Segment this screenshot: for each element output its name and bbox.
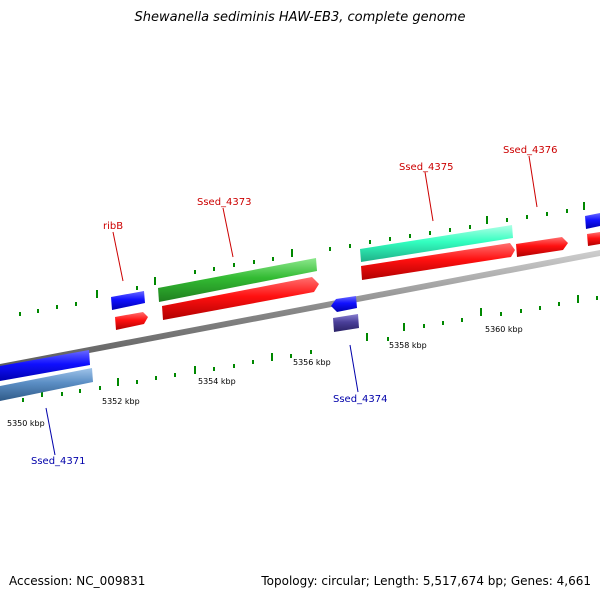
gene-ribB-cds[interactable] — [115, 312, 148, 330]
gene-ssed4373[interactable] — [158, 258, 317, 302]
gene-label-ribB: ribB — [103, 221, 123, 232]
genome-backbone — [0, 250, 600, 370]
scale-label: 5354 kbp — [198, 377, 236, 386]
gene-ssed4374[interactable] — [331, 296, 357, 312]
gene-edge-forward-cds[interactable] — [587, 232, 600, 246]
leader-ssed4376 — [528, 155, 538, 208]
gene-ssed4375-cds[interactable] — [361, 243, 515, 280]
leader-ssed4371 — [45, 407, 56, 456]
gene-edge-forward[interactable] — [585, 213, 600, 229]
leader-ssed4375 — [424, 171, 434, 222]
accession-text: Accession: NC_009831 — [9, 574, 146, 588]
page-title: Shewanella sediminis HAW-EB3, complete g… — [134, 10, 466, 25]
scale-label: 5352 kbp — [102, 397, 140, 406]
gene-label-ssed4373: Ssed_4373 — [197, 197, 252, 208]
upper-tick-track — [19, 202, 585, 316]
gene-ssed4375[interactable] — [360, 225, 513, 262]
scale-label: 5360 kbp — [485, 325, 523, 334]
genome-summary-text: Topology: circular; Length: 5,517,674 bp… — [261, 574, 591, 588]
lower-tick-track — [22, 295, 598, 402]
gene-label-ssed4371: Ssed_4371 — [31, 456, 86, 467]
gene-label-ssed4375: Ssed_4375 — [399, 162, 454, 173]
scale-label: 5350 kbp — [7, 419, 45, 428]
leader-ribB — [112, 231, 124, 282]
gene-ssed4374-cds[interactable] — [333, 314, 359, 332]
scale-label: 5356 kbp — [293, 358, 331, 367]
gene-label-ssed4376: Ssed_4376 — [503, 145, 558, 156]
gene-ssed4376-cds[interactable] — [516, 237, 568, 257]
leader-ssed4374 — [349, 344, 359, 393]
gene-ssed4373-cds[interactable] — [162, 277, 319, 320]
scale-label: 5358 kbp — [389, 341, 427, 350]
gene-label-ssed4374: Ssed_4374 — [333, 394, 388, 405]
gene-ssed4371[interactable] — [0, 350, 90, 381]
gene-ribB-forward[interactable] — [111, 291, 145, 310]
leader-ssed4373 — [222, 207, 234, 258]
gene-ssed4371-cds[interactable] — [0, 368, 93, 401]
